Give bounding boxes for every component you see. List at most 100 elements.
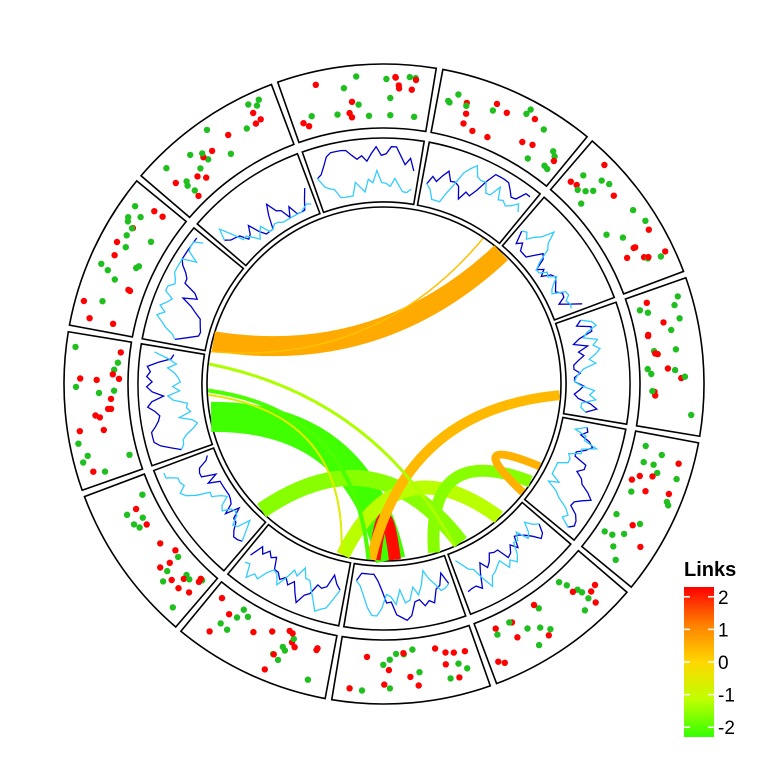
scatter-point [72, 343, 79, 351]
scatter-point [637, 543, 644, 551]
scatter-point [383, 75, 390, 83]
line-sector [416, 141, 542, 245]
scatter-point [208, 147, 216, 155]
scatter-point [130, 521, 138, 528]
scatter-point [180, 575, 187, 583]
scatter-point [442, 649, 449, 656]
scatter-point [304, 676, 312, 683]
scatter-point [380, 661, 387, 668]
scatter-point [469, 127, 476, 135]
line-sector [196, 152, 321, 267]
scatter-point [139, 491, 146, 498]
links-layer [207, 238, 561, 564]
scatter-point [642, 488, 649, 495]
scatter-point [674, 293, 681, 300]
scatter-point [649, 387, 656, 395]
scatter-point [406, 73, 413, 81]
line-series [155, 241, 204, 340]
scatter-point [544, 165, 551, 173]
scatter-point [489, 107, 497, 114]
scatter-point [484, 133, 491, 141]
scatter-point [652, 350, 659, 357]
scatter-point [203, 126, 211, 134]
scatter-point [174, 553, 182, 561]
scatter-point [117, 349, 125, 356]
scatter-point [270, 651, 277, 658]
scatter-point [492, 625, 499, 632]
scatter-point [312, 81, 319, 89]
scatter-point [412, 76, 420, 84]
scatter-point [619, 234, 627, 241]
line-series [244, 561, 341, 612]
scatter-point [464, 665, 471, 672]
scatter-point [346, 685, 353, 692]
scatter-point [363, 653, 371, 661]
scatter-point [665, 490, 673, 498]
scatter-point [408, 86, 415, 93]
line-series [355, 568, 450, 617]
scatter-point [573, 181, 580, 189]
line-series [163, 472, 252, 542]
scatter-point [340, 85, 348, 92]
scatter-point [77, 375, 84, 382]
link [336, 480, 504, 559]
scatter-point [191, 187, 198, 194]
scatter-point [598, 177, 605, 184]
scatter-point [385, 666, 393, 674]
scatter-point [100, 426, 108, 434]
scatter-point [524, 155, 531, 162]
scatter-point [98, 260, 105, 267]
scatter-point [628, 488, 635, 495]
scatter-point [143, 521, 150, 528]
legend-tick-label: 0 [718, 653, 729, 674]
scatter-sector [63, 330, 144, 492]
scatter-point [99, 298, 106, 305]
scatter-point [494, 631, 501, 638]
scatter-point [109, 320, 117, 327]
scatter-sector [83, 473, 219, 629]
scatter-point [387, 112, 394, 119]
scatter-point [151, 208, 158, 215]
scatter-point [574, 186, 581, 193]
link [208, 393, 343, 555]
scatter-point [580, 172, 587, 179]
scatter-point [681, 373, 689, 380]
scatter-point [582, 188, 589, 195]
scatter-point [113, 238, 121, 246]
scatter-point [640, 458, 647, 466]
scatter-point [613, 510, 620, 518]
link [207, 388, 371, 560]
line-series [573, 319, 602, 413]
scatter-point [136, 524, 143, 531]
scatter-point [381, 681, 388, 688]
scatter-point [585, 595, 592, 602]
scatter-point [274, 656, 282, 664]
scatter-sector [430, 68, 589, 188]
line-series [317, 145, 415, 180]
line-sector [501, 196, 616, 321]
scatter-sector [330, 624, 492, 705]
scatter-point [348, 114, 356, 121]
link [211, 245, 509, 357]
scatter-point [610, 543, 617, 550]
scatter-point [415, 682, 422, 689]
scatter-point [442, 661, 449, 668]
scatter-point [128, 225, 136, 232]
scatter-point [603, 231, 610, 238]
scatter-track [63, 63, 705, 705]
scatter-point [392, 650, 400, 658]
scatter-point [535, 605, 542, 612]
scatter-point [206, 628, 213, 635]
scatter-point [139, 514, 146, 521]
scatter-point [261, 666, 268, 673]
scatter-point [676, 315, 683, 322]
scatter-point [407, 673, 414, 681]
scatter-point [523, 110, 530, 118]
scatter-point [289, 630, 296, 637]
scatter-point [291, 644, 298, 651]
scatter-point [668, 326, 675, 334]
scatter-point [567, 178, 574, 185]
legend-title: Links [684, 559, 736, 581]
scatter-point [660, 319, 667, 326]
scatter-point [279, 643, 286, 651]
